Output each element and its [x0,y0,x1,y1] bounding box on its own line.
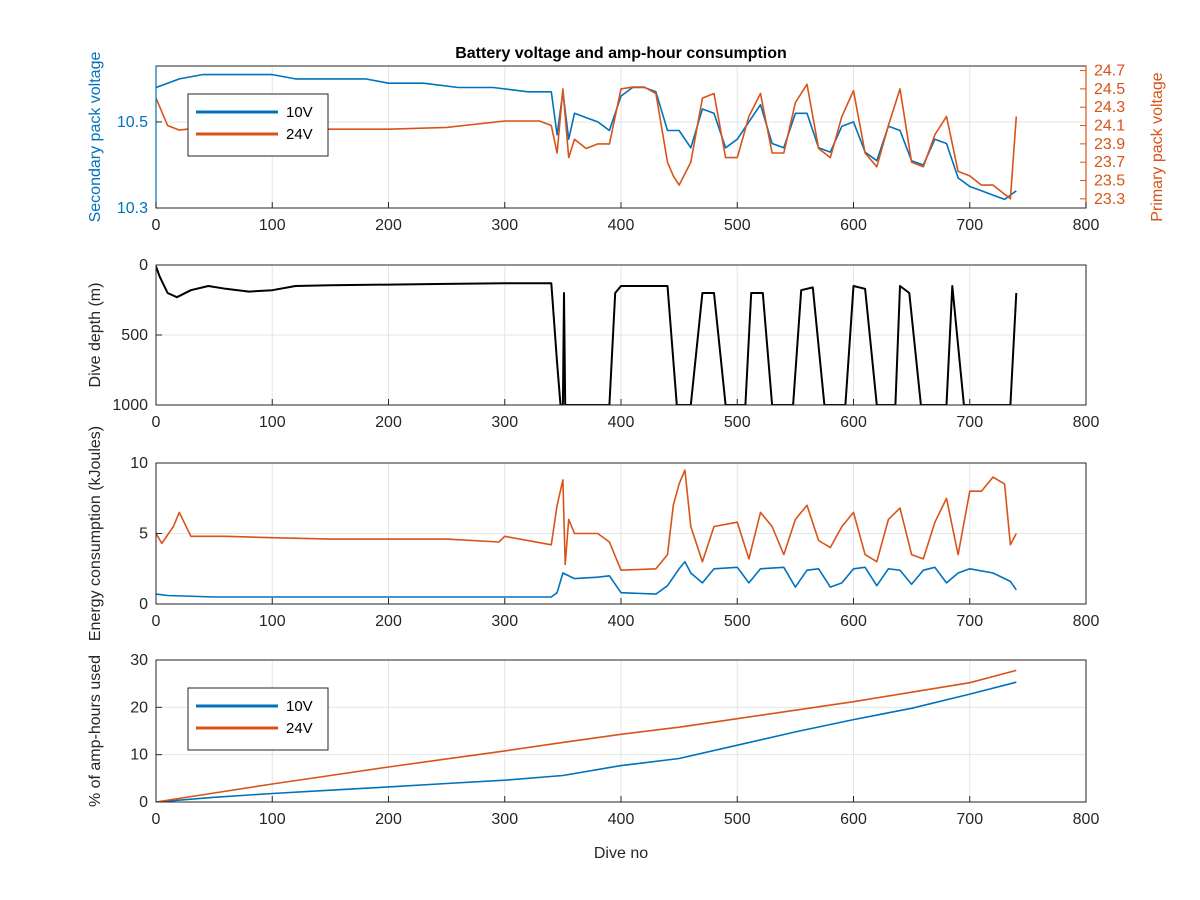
y-axis-label: Secondary pack voltage [87,52,104,223]
legend-label: 24V [286,720,313,737]
amphours-subplot: 0 100 200 300 400 500 600 700 800 0 10 20 30 % of amp… [87,652,1099,828]
y-axis-label: % of amp-hours used [87,655,104,807]
x-tick-label: 300 [491,217,518,234]
right-y-tick-label: 24.5 [1094,81,1125,98]
energy-series-10v [156,560,1017,598]
y-tick-label: 20 [130,699,148,716]
right-y-tick-label: 24.7 [1094,63,1125,80]
x-tick-label: 0 [152,811,161,828]
y-axis-label: Dive depth (m) [87,283,104,388]
right-y-tick-label: 23.3 [1094,191,1125,208]
right-y-tick-label: 23.5 [1094,173,1125,190]
x-tick-label: 200 [375,414,402,431]
y-tick-label: 0 [139,794,148,811]
x-tick-label: 600 [840,613,867,630]
x-tick-label: 0 [152,414,161,431]
y-tick-label: 10.3 [117,200,148,217]
legend-box [187,93,329,157]
x-tick-label: 400 [608,414,635,431]
x-tick-label: 600 [840,811,867,828]
right-y-tick-label: 23.7 [1094,154,1125,171]
x-tick-label: 100 [259,613,286,630]
energy-series-24v [156,469,1018,572]
x-axis-label: Dive no [594,845,648,862]
amphours-series-24v [156,669,1017,802]
x-tick-label: 800 [1073,811,1100,828]
y-tick-label: 1000 [112,397,148,414]
x-tick-label: 700 [956,217,983,234]
right-y-tick-label: 24.3 [1094,99,1125,116]
right-y-axis-label: Primary pack voltage [1149,72,1166,221]
y-tick-label: 10 [130,747,148,764]
right-y-tick-label: 24.1 [1094,118,1125,135]
x-tick-label: 700 [956,613,983,630]
x-tick-label: 200 [375,217,402,234]
depth-series-dive-depth [156,266,1018,405]
x-tick-label: 800 [1073,613,1100,630]
amphours-series-10v [156,681,1017,802]
x-tick-label: 400 [608,811,635,828]
x-tick-label: 500 [724,811,751,828]
legend-label: 24V [286,126,313,143]
x-tick-label: 700 [956,811,983,828]
x-tick-label: 400 [608,217,635,234]
energy-subplot: 0 100 200 300 400 500 600 700 800 0 5 10 Energy cons… [87,426,1099,641]
x-tick-label: 100 [259,414,286,431]
x-tick-label: 500 [724,217,751,234]
x-tick-label: 800 [1073,217,1100,234]
x-tick-label: 600 [840,414,867,431]
x-tick-label: 0 [152,217,161,234]
legend-label: 10V [286,698,313,715]
x-tick-label: 700 [956,414,983,431]
legend-label: 10V [286,104,313,121]
x-tick-label: 100 [259,217,286,234]
y-tick-label: 500 [121,327,148,344]
x-tick-label: 300 [491,613,518,630]
x-tick-label: 300 [491,414,518,431]
x-tick-label: 300 [491,811,518,828]
depth-subplot: 0 100 200 300 400 500 600 700 800 0 500 1000 Dive de… [87,257,1099,431]
x-tick-label: 600 [840,217,867,234]
y-tick-label: 0 [139,257,148,274]
x-tick-label: 500 [724,613,751,630]
figure-title: Battery voltage and amp-hour consumption [455,45,787,62]
x-tick-label: 200 [375,613,402,630]
y-axis-label: Energy consumption (kJoules) [87,426,104,641]
right-y-tick-label: 23.9 [1094,136,1125,153]
x-tick-label: 0 [152,613,161,630]
legend-box [187,687,329,751]
voltage-series-10v [156,73,1017,201]
y-tick-label: 0 [139,596,148,613]
y-tick-label: 5 [139,526,148,543]
y-tick-label: 30 [130,652,148,669]
x-tick-label: 200 [375,811,402,828]
x-tick-label: 400 [608,613,635,630]
y-tick-label: 10.5 [117,114,148,131]
x-tick-label: 800 [1073,414,1100,431]
voltage-series-24v [156,83,1018,200]
voltage-subplot: 0 100 200 300 400 500 600 700 80010.310.523.323.… [87,52,1166,234]
y-tick-label: 10 [130,455,148,472]
x-tick-label: 500 [724,414,751,431]
x-tick-label: 100 [259,811,286,828]
